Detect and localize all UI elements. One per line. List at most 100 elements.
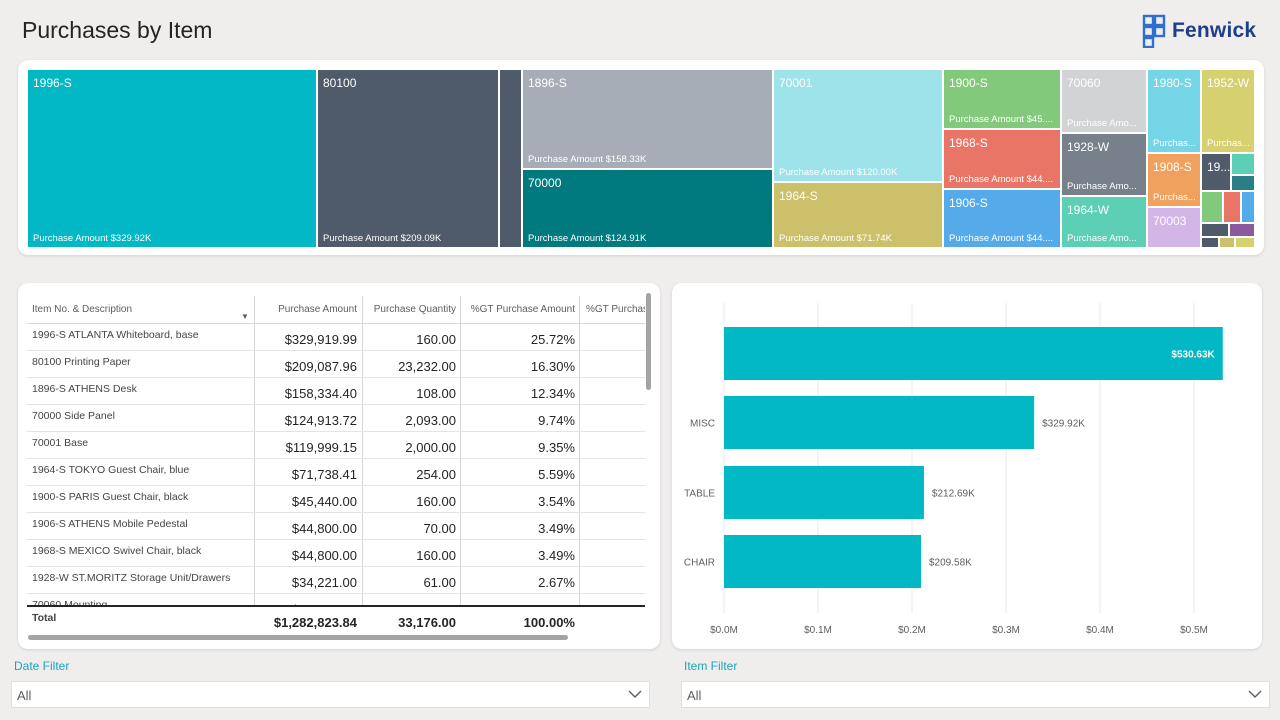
treemap-cell-value: Purchase Amo... [1067,118,1137,129]
row-description: 70001 Base [32,437,89,449]
treemap-cell-small[interactable] [1241,191,1255,223]
header-item-description[interactable]: Item No. & Description [32,304,133,315]
treemap-cell-name: 80100 [323,76,357,90]
treemap-cell-70060[interactable]: 70060 Purchase Amo... [1061,69,1147,133]
table-row[interactable]: 70000 Side Panel $124,913.72 2,093.00 9.74% [27,405,645,432]
row-gt-percent: 2.67% [538,575,575,590]
fenwick-logo: Fenwick [1142,14,1256,48]
treemap-cell-value: Purchase Amo... [1067,233,1137,244]
treemap-cell-80100[interactable]: 80100 Purchase Amount $209.09K [317,69,499,248]
table-row[interactable]: 70001 Base $119,999.15 2,000.00 9.35% [27,432,645,459]
row-description: 70000 Side Panel [32,410,115,422]
row-gt-percent: 25.72% [530,332,575,347]
treemap-cell-small[interactable] [1231,175,1255,191]
treemap-cell-name: 1908-S [1153,160,1192,174]
treemap-cell-value: Purchase Amo... [1067,181,1137,192]
date-filter-dropdown[interactable]: All [11,681,650,708]
item-filter-label: Item Filter [684,659,738,673]
bar-chart-card: $0.0M $0.1M $0.2M $0.3M $0.4M $0.5M $530.63K MI… [672,283,1262,649]
row-gt-percent: 3.49% [538,548,575,563]
bar-data-label: $212.69K [932,489,975,500]
treemap-cell-1980-s[interactable]: 1980-S Purchas... [1147,69,1201,153]
treemap-cell-1928-w[interactable]: 1928-W Purchase Amo... [1061,133,1147,196]
sort-arrow-icon[interactable]: ▼ [241,312,249,321]
table-row[interactable]: 1964-S TOKYO Guest Chair, blue $71,738.41… [27,459,645,486]
treemap-cell-1908-s[interactable]: 1908-S Purchas... [1147,153,1201,207]
treemap-cell-1900-s[interactable]: 1900-S Purchase Amount $45.... [943,69,1061,129]
row-purchase-quantity: 254.00 [416,467,456,482]
table-row[interactable]: 1968-S MEXICO Swivel Chair, black $44,800… [27,540,645,567]
treemap-cell-small[interactable] [1223,191,1241,223]
treemap-cell-name: 1980-S [1153,76,1192,90]
table-row[interactable]: 1928-W ST.MORITZ Storage Unit/Drawers $34… [27,567,645,594]
bar-data-label: $530.63K [1171,350,1215,361]
row-purchase-amount: $209,087.96 [284,359,357,374]
treemap-cell-1896-s[interactable]: 1896-S Purchase Amount $158.33K [522,69,773,169]
treemap-cell-value: Purchase Amount $209.09K [323,233,442,244]
treemap-cell-value: Purchase Amount $329.92K [33,233,152,244]
treemap-cell-value: Purchase Amount $44.... [949,174,1054,185]
row-purchase-amount: $45,440.00 [291,494,357,509]
treemap-cell-1952-w[interactable]: 1952-W Purchas... [1201,69,1255,153]
table-card: Item No. & Description ▼ Purchase Amount… [18,283,660,649]
treemap-cell-value: Purchase Amount $124.91K [528,233,647,244]
treemap-cell-name: 1928-W [1067,140,1110,154]
treemap-cell-name: 1952-W [1207,76,1250,90]
chevron-down-icon[interactable] [1247,685,1263,703]
header-gt-purchase-qty[interactable]: %GT Purchas [586,304,645,315]
treemap-cell-1996-s[interactable]: 1996-S Purchase Amount $329.92K [27,69,317,248]
row-purchase-amount: $44,800.00 [291,521,357,536]
fenwick-logo-icon [1142,14,1166,48]
bar[interactable] [724,396,1035,449]
treemap-cell-1906-s[interactable]: 1906-S Purchase Amount $44.... [943,189,1061,248]
row-purchase-quantity: 23,232.00 [398,359,456,374]
x-tick-label: $0.5M [1180,625,1208,636]
horizontal-scrollbar[interactable] [28,635,568,640]
header-purchase-amount[interactable]: Purchase Amount [278,304,357,315]
treemap-cell-small[interactable] [1201,223,1229,237]
table-total-row: Total $1,282,823.84 33,176.00 100.00% [27,605,645,632]
column-divider [579,296,580,606]
row-purchase-quantity: 160.00 [416,548,456,563]
treemap-cell-name: 1906-S [949,196,988,210]
row-description: 1896-S ATHENS Desk [32,383,137,395]
y-category-label: TABLE [684,489,715,500]
x-tick-label: $0.0M [710,625,738,636]
chevron-down-icon[interactable] [627,685,643,703]
item-filter-dropdown[interactable]: All [681,681,1270,708]
row-description: 1964-S TOKYO Guest Chair, blue [32,464,190,476]
treemap-cell-small[interactable] [1229,223,1255,237]
treemap-cell-1964-w[interactable]: 1964-W Purchase Amo... [1061,196,1147,248]
table-row[interactable]: 1900-S PARIS Guest Chair, black $45,440.0… [27,486,645,513]
row-description: 1928-W ST.MORITZ Storage Unit/Drawers [32,572,231,584]
bar[interactable] [724,535,922,588]
treemap-cell-70001[interactable]: 70001 Purchase Amount $120.00K [773,69,943,182]
treemap-cell-19-[interactable]: 19... [1201,153,1231,191]
treemap-cell-small[interactable] [1201,237,1219,248]
header-purchase-quantity[interactable]: Purchase Quantity [373,304,456,315]
table-row[interactable]: 80100 Printing Paper $209,087.96 23,232.00… [27,351,645,378]
item-filter-value: All [687,688,702,703]
treemap-cell-small[interactable] [1201,191,1223,223]
bar[interactable] [724,327,1223,380]
header-gt-purchase-amount[interactable]: %GT Purchase Amount [470,304,575,315]
table-row[interactable]: 1906-S ATHENS Mobile Pedestal $44,800.00 7… [27,513,645,540]
x-tick-label: $0.4M [1086,625,1114,636]
treemap-cell-small[interactable] [1231,153,1255,175]
treemap-cell-70003[interactable]: 70003 [1147,207,1201,248]
treemap-cell-70000[interactable]: 70000 Purchase Amount $124.91K [522,169,773,248]
vertical-scrollbar[interactable] [646,293,651,390]
treemap-cell-small[interactable] [1219,237,1235,248]
treemap-cell-name: 1968-S [949,136,988,150]
bar[interactable] [724,466,924,519]
treemap-cell-1968-s[interactable]: 1968-S Purchase Amount $44.... [943,129,1061,189]
treemap-cell-1964-s[interactable]: 1964-S Purchase Amount $71.74K [773,182,943,248]
table-row[interactable]: 1896-S ATHENS Desk $158,334.40 108.00 12.34… [27,378,645,405]
column-divider [362,296,363,606]
row-purchase-amount: $119,999.15 [285,440,357,455]
treemap-cell-name: 1900-S [949,76,988,90]
row-gt-percent: 3.49% [538,521,575,536]
treemap-cell-small[interactable] [1235,237,1255,248]
treemap-cell-small[interactable] [499,69,522,248]
table-row[interactable]: 1996-S ATLANTA Whiteboard, base $329,919.… [27,324,645,351]
